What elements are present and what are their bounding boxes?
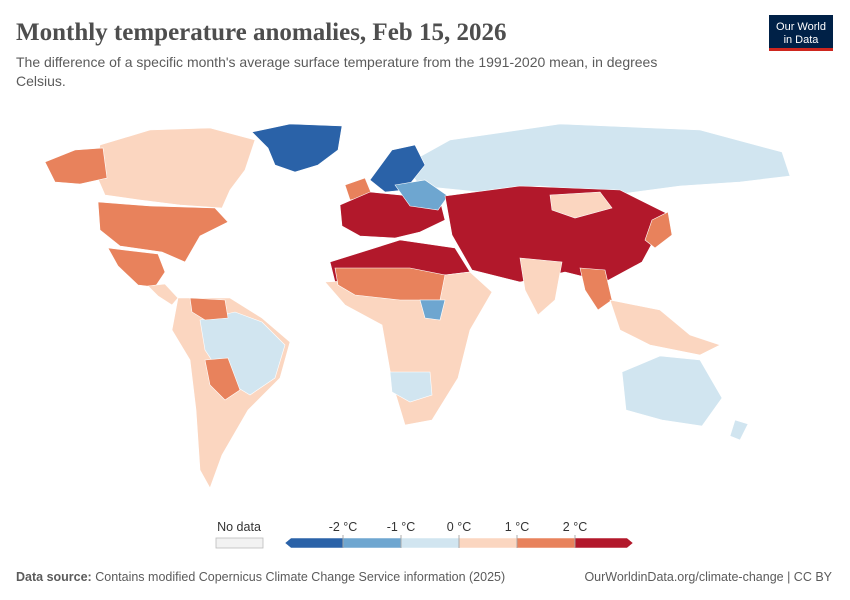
no-data-label: No data (217, 520, 261, 534)
source-text: Contains modified Copernicus Climate Cha… (95, 570, 505, 584)
subtitle: Celsius. (16, 73, 66, 89)
logo-bar (769, 48, 833, 51)
legend-bin (458, 537, 518, 549)
country[interactable] (44, 147, 108, 185)
country[interactable] (404, 123, 791, 195)
legend-label: 2 °C (563, 520, 587, 534)
map (44, 123, 791, 489)
legend-label: 1 °C (505, 520, 529, 534)
legend-bin (516, 537, 576, 549)
logo-box (769, 15, 833, 50)
legend-label: -1 °C (387, 520, 416, 534)
credit: OurWorldinData.org/climate-change | CC B… (584, 570, 832, 584)
title: Monthly temperature anomalies, Feb 15, 2… (16, 19, 506, 46)
country[interactable] (549, 191, 613, 219)
country[interactable] (369, 144, 426, 193)
legend-bin (400, 537, 460, 549)
logo-text: in Data (784, 34, 820, 46)
country[interactable] (579, 267, 613, 311)
country[interactable] (204, 357, 241, 401)
country[interactable] (729, 419, 749, 441)
legend: -2 °C -1 °C 0 °C 1 °C 2 °C (284, 520, 634, 549)
country[interactable] (609, 299, 721, 356)
country[interactable] (97, 201, 229, 263)
country[interactable] (107, 247, 166, 288)
logo-text: Our World (776, 21, 826, 33)
country[interactable] (94, 127, 256, 209)
legend-bin (284, 537, 344, 549)
country[interactable] (389, 371, 433, 403)
no-data-swatch (215, 537, 264, 549)
legend-bin (342, 537, 402, 549)
subtitle: The difference of a specific month's ave… (16, 54, 657, 70)
country[interactable] (189, 297, 229, 321)
country[interactable] (621, 355, 723, 427)
legend-label: -2 °C (329, 520, 358, 534)
legend-label: 0 °C (447, 520, 471, 534)
source-label: Data source: (16, 570, 92, 584)
legend-bin (574, 537, 634, 549)
country[interactable] (147, 283, 179, 306)
country[interactable] (519, 257, 563, 316)
source: Data source: Contains modified Copernicu… (16, 570, 505, 584)
country[interactable] (251, 123, 343, 173)
country[interactable] (419, 299, 446, 321)
country[interactable] (644, 211, 673, 249)
logo[interactable]: Our World in Data (769, 15, 833, 51)
country[interactable] (394, 179, 449, 211)
